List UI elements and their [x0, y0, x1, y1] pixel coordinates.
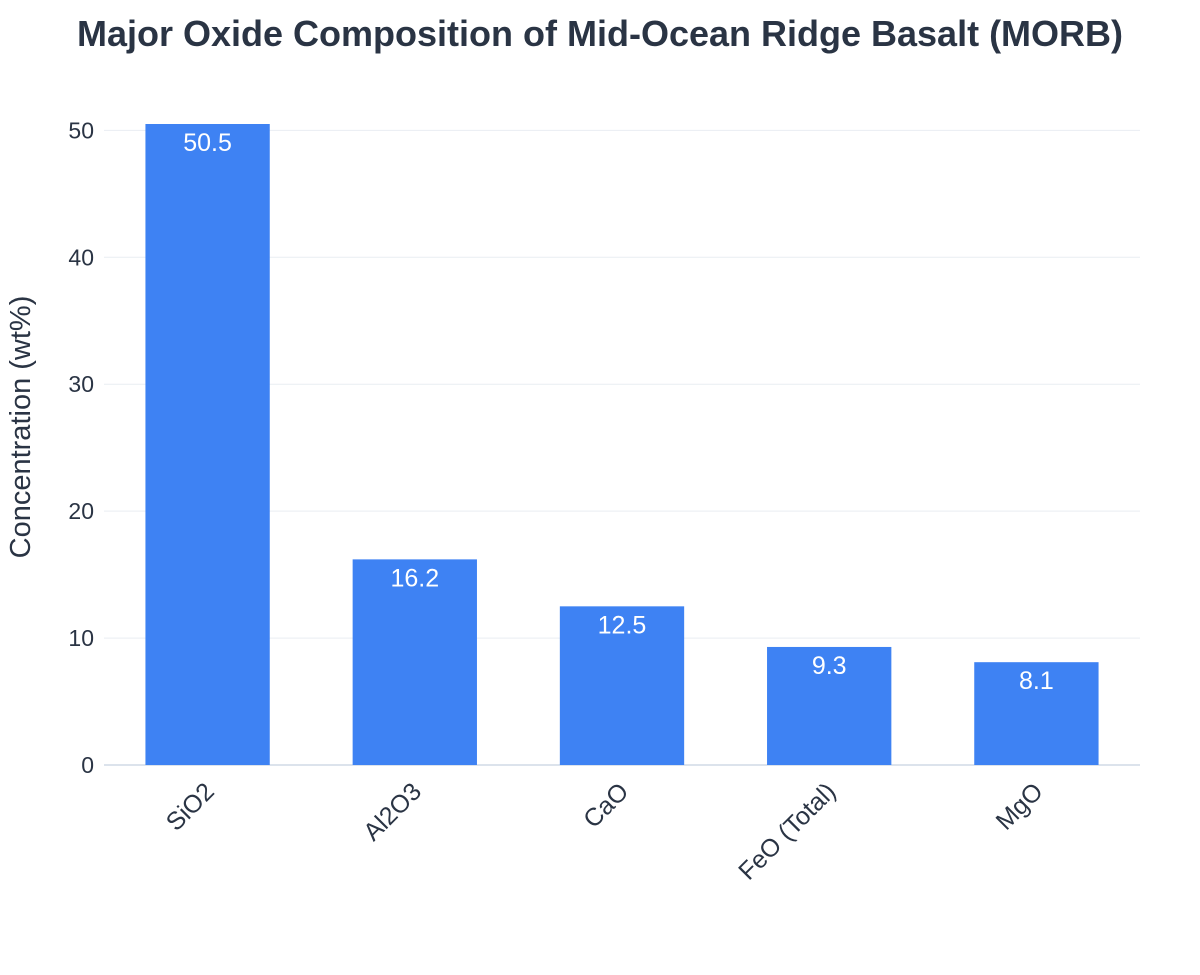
y-axis-title: Concentration (wt%): [5, 296, 37, 559]
bar-cao: [559, 606, 685, 765]
data-label: 16.2: [390, 564, 439, 592]
data-label: 8.1: [1019, 667, 1054, 695]
bar-feo-total: [767, 646, 892, 765]
x-axis-ticks: SiO2 Al2O3 CaO FeO (Total) MgO: [161, 777, 1049, 885]
y-tick-label: 40: [68, 244, 94, 270]
y-axis-ticks: 0 10 20 30 40 50: [68, 117, 94, 778]
bar-al2o3: [352, 559, 477, 765]
data-label: 50.5: [183, 129, 232, 157]
y-tick-label: 30: [68, 371, 94, 397]
x-tick-label: MgO: [991, 777, 1049, 835]
data-label: 12.5: [598, 611, 647, 639]
x-tick-label: SiO2: [161, 777, 220, 836]
y-tick-label: 20: [68, 498, 94, 524]
x-tick-label: FeO (Total): [733, 777, 841, 885]
data-label: 9.3: [812, 652, 847, 680]
bars: [145, 124, 1099, 765]
y-tick-label: 50: [68, 117, 94, 143]
y-tick-label: 0: [81, 752, 94, 778]
data-labels: 50.5 16.2 12.5 9.3 8.1: [183, 129, 1054, 695]
bar-sio2: [145, 124, 270, 765]
x-tick-label: Al2O3: [358, 777, 427, 846]
chart-title: Major Oxide Composition of Mid-Ocean Rid…: [77, 13, 1123, 54]
y-tick-label: 10: [68, 625, 94, 651]
x-tick-label: CaO: [578, 777, 634, 833]
bar-mgo: [974, 662, 1099, 765]
